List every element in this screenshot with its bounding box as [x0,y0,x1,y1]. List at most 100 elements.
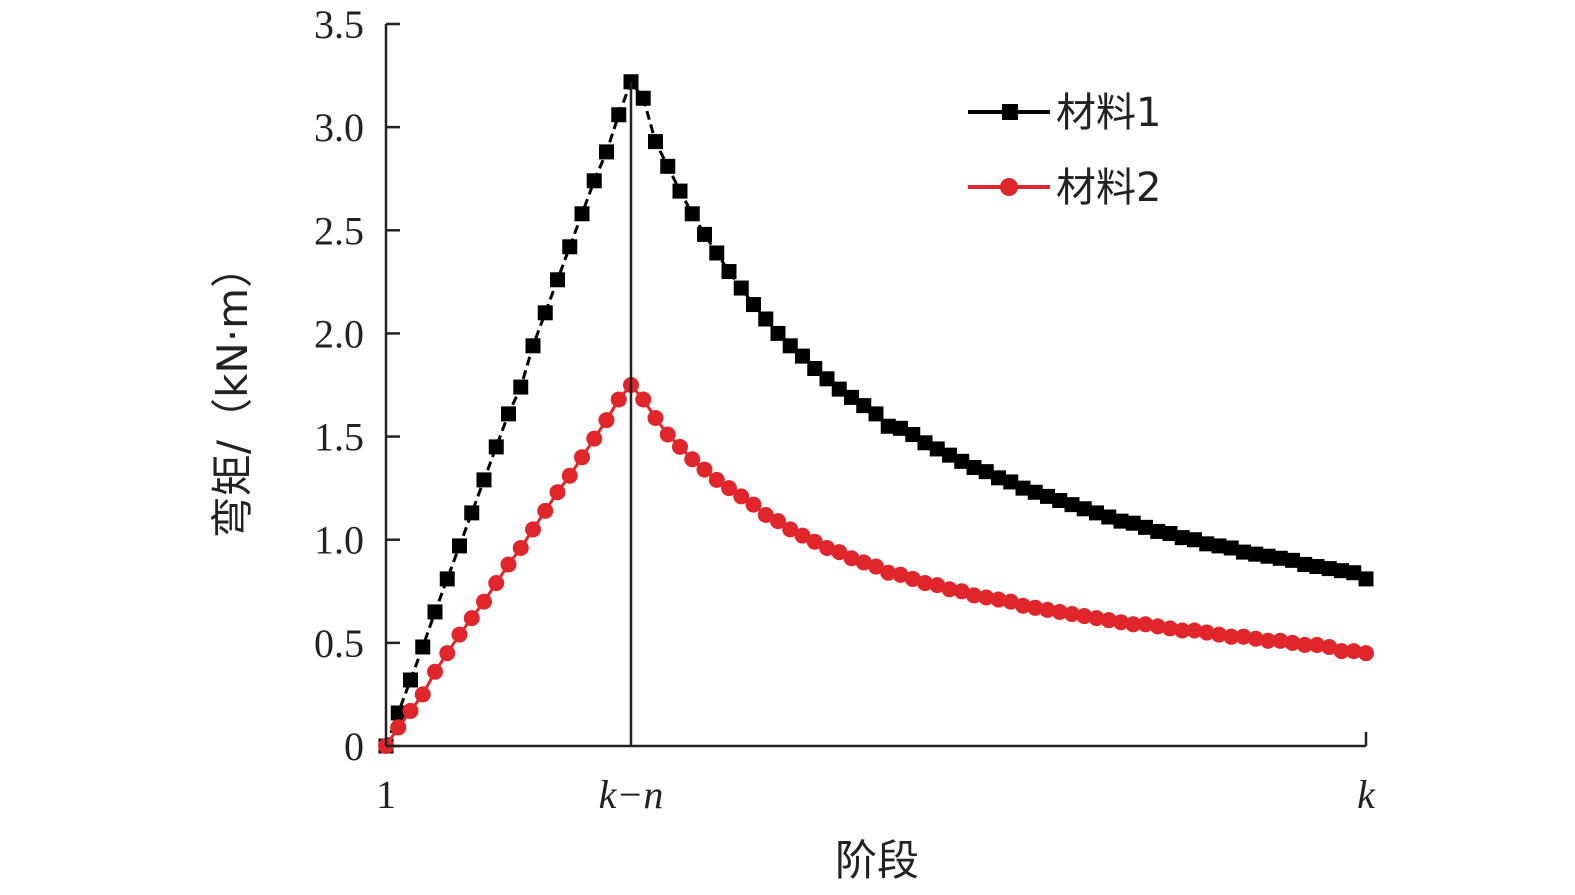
series-2-point [574,449,590,466]
series-2-point [1260,632,1276,649]
series-2-point [427,663,443,680]
series-2-point [525,521,541,538]
series-1-point [562,239,578,255]
series-2-point [770,513,786,530]
series-2-point [512,539,529,556]
series-2-point [1039,601,1056,618]
series-2-point [745,496,762,513]
series-1-point [488,439,504,455]
series-1-point [1346,565,1362,581]
series-1-point [905,427,921,443]
legend-marker-circle [1000,178,1018,196]
series-2-point [1051,603,1068,620]
series-1-point [1334,563,1349,579]
series-1-point [1089,505,1104,521]
series-1-point [966,460,982,476]
series-1-point [1101,509,1117,525]
series-2-point [806,533,823,550]
legend-marker-square [1002,104,1018,120]
series-1-point [1113,513,1129,529]
series-1-point [1015,480,1031,496]
series-1-point [415,639,431,655]
series-1-point [978,464,994,480]
series-2-point [500,556,517,573]
series-2-point [463,610,480,627]
series-1-point [807,360,823,376]
series-2-point [1113,614,1129,631]
series-1-point [746,297,761,313]
series-2-point [794,527,811,544]
series-2-point [414,686,431,703]
series-1-point [513,379,529,395]
series-2-point [855,554,872,571]
series-2-point [1076,608,1093,625]
y-tick-label: 2.0 [314,311,364,356]
series-1-point [893,420,908,436]
series-2-point [708,471,725,488]
labels-layer: 阶段 弯矩/（kN·m） [208,246,919,885]
series-2-point [929,577,946,594]
series-2-point [843,550,860,567]
series-1-point [709,245,725,261]
x-axis-title: 阶段 [835,836,919,885]
series-1-point [1260,548,1276,564]
series-2-point [1309,636,1325,653]
series-1-point [991,470,1006,486]
series-2-point [598,412,615,429]
series-2-point [917,575,933,592]
series-2-point [1296,636,1313,653]
series-2-point [819,539,835,556]
series-1-point [1174,530,1190,546]
series-1-point [1138,519,1153,535]
x-tick-label: k−n [599,772,664,817]
series-2-point [610,391,627,408]
series-2-point [1284,634,1301,651]
series-1-point [917,435,933,451]
series-2-point [782,521,799,538]
series-1-point [1187,532,1202,548]
series-1-point [648,134,663,150]
series-1-point [403,672,418,688]
series-2-point [1321,638,1338,655]
series-2-point [659,426,676,443]
series-1-point [1052,493,1068,509]
series-1-point [1199,536,1215,552]
series-1-point [501,406,516,422]
series-2-point [488,575,505,592]
series-1-point [697,226,712,242]
series-1-point [880,418,896,434]
y-tick-label: 3.5 [314,2,364,47]
series-2-point [733,488,750,505]
series-2-point [476,593,492,610]
series-1-point [868,406,884,422]
series-2-point [880,564,897,581]
series-1-point [856,398,872,414]
series-2-point [586,430,603,447]
series-1-point [574,206,590,222]
series-1-point [1309,559,1325,575]
series-1-point [390,705,406,721]
y-tick-label: 0 [344,724,364,769]
series-1-point [452,538,467,554]
series-1-point [819,371,835,387]
series-2-point [1088,610,1105,627]
y-tick-label: 2.5 [314,208,364,253]
series-2-point [868,558,884,575]
legend-label-series-1: 材料1 [1056,90,1161,136]
series-1-point [586,173,602,189]
series-2-point [1137,616,1154,633]
series-1-point [733,280,749,296]
series-2-point [672,438,688,455]
series-1-point [1297,556,1313,572]
y-tick-label: 3.0 [314,105,364,150]
series-2-point [1149,618,1166,635]
series-2-point [684,451,701,468]
series-2-point [1235,628,1252,645]
series-1-point [1248,546,1264,562]
series-1-point [1064,497,1080,513]
series-2-point [721,480,737,497]
series-1-point [782,338,798,354]
series-2-point [1333,643,1350,660]
series-2-point [831,544,848,561]
